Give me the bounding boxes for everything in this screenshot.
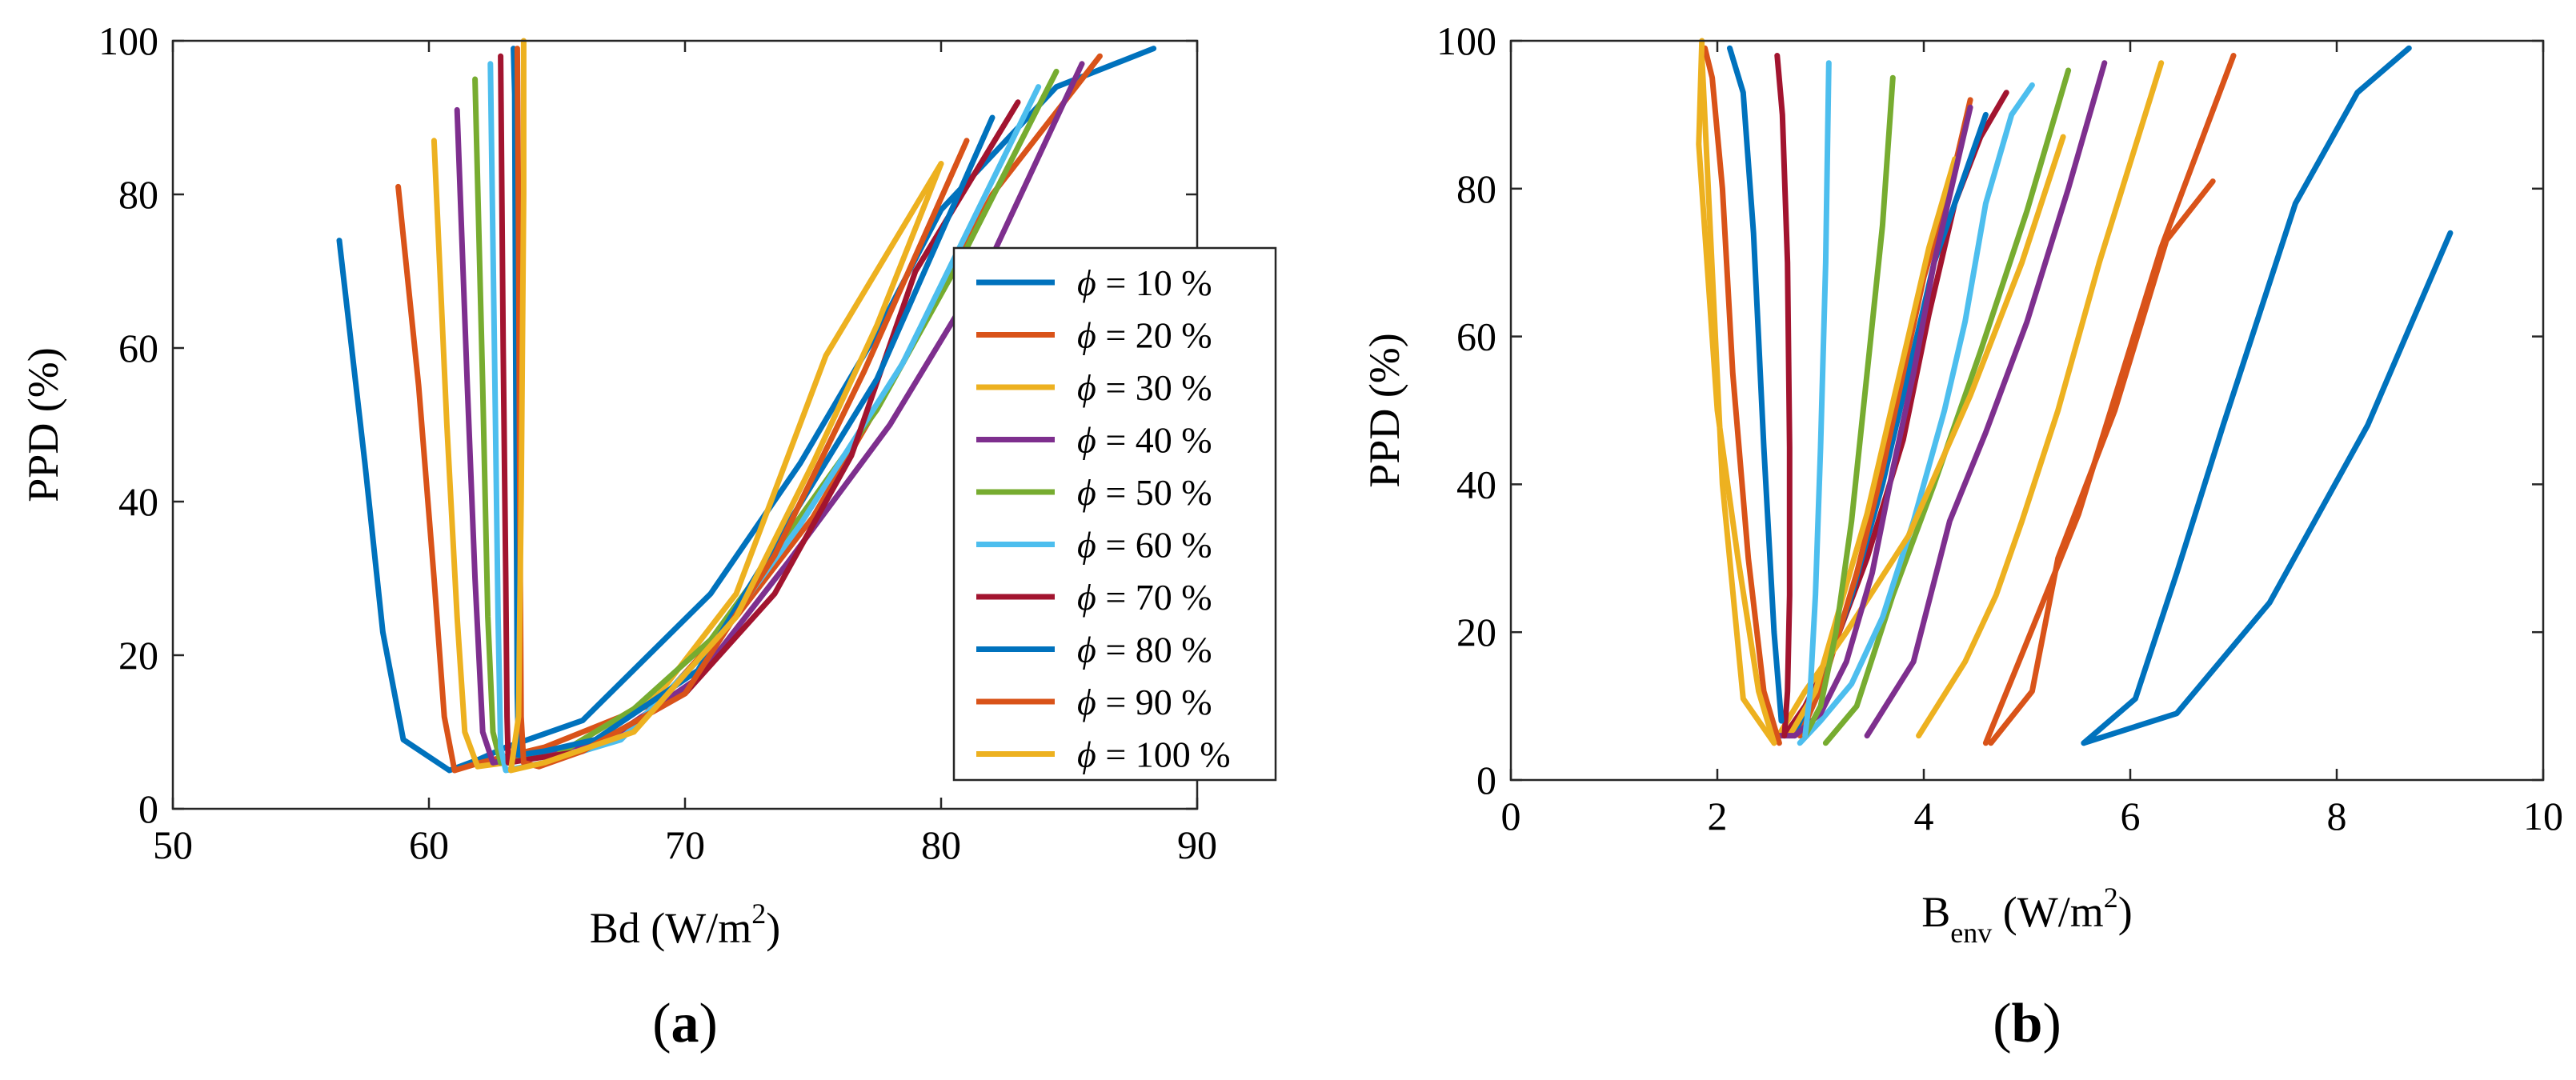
legend-label-10: ϕ = 100 % bbox=[1077, 734, 1231, 775]
series-line-a-7 bbox=[498, 53, 1021, 766]
legend-label-7: ϕ = 70 % bbox=[1077, 577, 1212, 618]
x-tick-label-b-5: 10 bbox=[2523, 794, 2563, 838]
series-line-b-1 bbox=[2081, 230, 2454, 746]
x-tick-label-b-3: 6 bbox=[2121, 794, 2141, 838]
legend-label-9: ϕ = 90 % bbox=[1077, 682, 1212, 722]
y-tick-label-b-2: 40 bbox=[1456, 462, 1496, 506]
series-line-b-17 bbox=[1774, 53, 1793, 739]
panel-a: 50 60 70 80 90 0 20 40 60 80 100 Bd (W/m2) PPD (%)… bbox=[19, 18, 1277, 1054]
series-line-b-15 bbox=[1802, 74, 1896, 739]
series-line-a-1 bbox=[336, 46, 1157, 774]
series-line-b-6 bbox=[1797, 82, 2035, 746]
series-line-a-8 bbox=[511, 46, 996, 758]
x-axis-label-b: Benv (W/m2) bbox=[1921, 882, 2132, 949]
panel-label-a: (a) bbox=[652, 993, 718, 1054]
legend-label-8: ϕ = 80 % bbox=[1077, 630, 1212, 670]
y-tick-label-b-3: 60 bbox=[1456, 314, 1496, 359]
plot-frame-b bbox=[1509, 39, 2545, 782]
series-line-b-19 bbox=[1702, 45, 1782, 746]
x-tick-label-b-2: 4 bbox=[1914, 794, 1934, 838]
x-axis-label-a: Bd (W/m2) bbox=[590, 898, 780, 952]
y-tick-label-a-0: 0 bbox=[138, 786, 158, 831]
series-line-b-13 bbox=[1699, 53, 2066, 746]
y-tick-label-a-2: 40 bbox=[118, 479, 158, 524]
y-tick-label-b-5: 100 bbox=[1436, 18, 1496, 63]
legend-label-3: ϕ = 30 % bbox=[1077, 367, 1212, 408]
legend-label-1: ϕ = 10 % bbox=[1077, 262, 1212, 303]
legend-label-5: ϕ = 50 % bbox=[1077, 472, 1212, 513]
x-tick-label-b-0: 0 bbox=[1501, 794, 1521, 838]
legend-label-4: ϕ = 40 % bbox=[1077, 420, 1212, 461]
series-line-b-20 bbox=[1696, 38, 1777, 746]
legend: ϕ = 10 % ϕ = 20 % ϕ = 30 % ϕ = 40 % ϕ = 50 %… bbox=[952, 246, 1277, 782]
series-a-group bbox=[336, 38, 1157, 774]
y-axis-label-a: PPD (%) bbox=[19, 347, 67, 502]
x-tick-label-a-3: 80 bbox=[921, 822, 961, 867]
y-tick-label-a-3: 60 bbox=[118, 326, 158, 370]
legend-label-6: ϕ = 60 % bbox=[1077, 525, 1212, 566]
series-line-b-3 bbox=[1916, 60, 2165, 739]
series-line-b-4 bbox=[1864, 60, 2108, 739]
y-tick-label-b-0: 0 bbox=[1476, 758, 1496, 802]
series-line-b-2 bbox=[1988, 178, 2216, 746]
x-tick-label-a-1: 60 bbox=[409, 822, 449, 867]
series-line-a-10 bbox=[507, 38, 944, 774]
series-b-group bbox=[1696, 38, 2454, 746]
ticks-a-group: 50 60 70 80 90 0 20 40 60 80 100 bbox=[98, 18, 1217, 867]
series-line-b-11 bbox=[2081, 45, 2412, 746]
legend-items: ϕ = 10 % ϕ = 20 % ϕ = 30 % ϕ = 40 % ϕ = 50 %… bbox=[976, 262, 1231, 775]
y-axis-label-b: PPD (%) bbox=[1360, 333, 1408, 488]
series-line-b-12 bbox=[1982, 53, 2237, 746]
series-line-b-16 bbox=[1802, 60, 1832, 739]
y-tick-label-b-4: 80 bbox=[1456, 166, 1496, 211]
series-line-b-18 bbox=[1727, 45, 1785, 724]
x-tick-label-a-4: 90 bbox=[1177, 822, 1217, 867]
x-tick-label-a-2: 70 bbox=[665, 822, 705, 867]
panel-label-b: (b) bbox=[1993, 993, 2061, 1054]
x-tick-label-b-4: 8 bbox=[2327, 794, 2347, 838]
y-tick-label-a-4: 80 bbox=[118, 172, 158, 217]
x-tick-label-a-0: 50 bbox=[153, 822, 193, 867]
series-line-b-10 bbox=[1786, 156, 1958, 739]
y-tick-label-b-1: 20 bbox=[1456, 610, 1496, 654]
x-tick-label-b-1: 2 bbox=[1708, 794, 1728, 838]
legend-label-2: ϕ = 20 % bbox=[1077, 315, 1212, 356]
y-tick-label-a-1: 20 bbox=[118, 633, 158, 678]
y-tick-label-a-5: 100 bbox=[98, 18, 158, 63]
